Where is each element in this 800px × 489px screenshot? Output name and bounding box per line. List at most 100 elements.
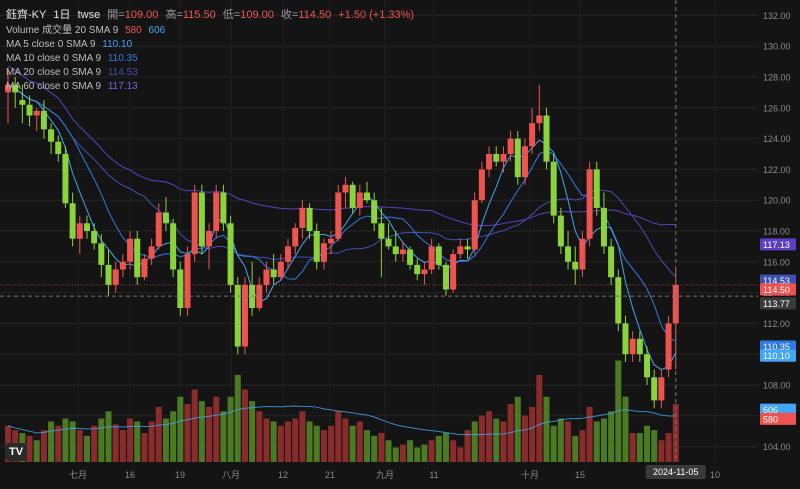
candle-body <box>263 269 270 285</box>
candle-body <box>134 238 141 278</box>
volume-bar <box>119 430 126 462</box>
volume-bar <box>241 389 248 462</box>
legend-ma10[interactable]: MA 10 close 0 SMA 9 110.35 <box>6 53 138 65</box>
tradingview-logo[interactable]: TV <box>5 443 27 461</box>
x-tick-label: 11 <box>429 470 438 480</box>
candle-body <box>292 227 299 247</box>
legend-label: MA 60 close 0 SMA 9 <box>6 81 102 92</box>
volume-bar <box>521 415 528 462</box>
price-axis[interactable]: 104.00106.00108.00110.00112.00114.00116.… <box>760 11 796 452</box>
volume-bar <box>170 411 177 462</box>
x-tick-label: 九月 <box>376 470 394 480</box>
volume-bar <box>177 396 184 462</box>
price-tag <box>760 349 796 362</box>
volume-bar <box>69 421 76 462</box>
volume-bar <box>91 425 98 462</box>
candle-body <box>270 269 277 278</box>
candle-body <box>450 254 457 290</box>
candle-body <box>529 123 536 147</box>
candle-body <box>98 243 105 265</box>
legend-label: Volume 成交量 20 SMA 9 <box>6 25 119 36</box>
volume-bar <box>371 435 378 462</box>
high-label: 高= <box>165 9 183 21</box>
volume-bar <box>636 433 643 462</box>
volume-bar <box>421 444 428 462</box>
volume-bar <box>658 440 665 462</box>
candle-body <box>313 231 320 262</box>
y-tick-label: 126.00 <box>763 103 791 113</box>
candle-body <box>644 354 651 378</box>
volume-bar <box>385 440 392 462</box>
volume-bar <box>335 411 342 462</box>
candle-body <box>371 200 378 224</box>
volume-bar <box>213 396 220 462</box>
exchange-label: twse <box>77 9 101 21</box>
candle-body <box>579 238 586 270</box>
volume-bar <box>285 421 292 462</box>
legend-ma5[interactable]: MA 5 close 0 SMA 9 110.10 <box>6 39 132 51</box>
legend-volume[interactable]: Volume 成交量 20 SMA 9 580 606 <box>6 25 165 37</box>
candle-body <box>478 169 485 201</box>
time-axis[interactable]: 七月 16 19 八月 12 21 九月 11 十月 15 10 2024-11-05 <box>69 465 720 480</box>
volume-bar <box>514 396 521 462</box>
volume-bar <box>435 435 442 462</box>
legend-value: 606 <box>148 25 166 36</box>
volume-bar <box>105 411 112 462</box>
candle-body <box>543 115 550 162</box>
volume-bar <box>579 430 586 462</box>
candle-body <box>198 192 205 247</box>
candle-body <box>227 223 234 285</box>
candle-body <box>615 277 622 324</box>
volume-bar <box>364 430 370 462</box>
candle-body <box>33 110 40 116</box>
y-tick-label: 122.00 <box>763 165 791 175</box>
volume-bar <box>263 418 270 462</box>
x-tick-label: 16 <box>125 470 135 480</box>
volume-bar <box>450 440 457 462</box>
y-tick-label: 124.00 <box>763 134 791 144</box>
candle-body <box>83 223 90 231</box>
candle-body <box>148 246 155 259</box>
volume-bar <box>407 440 414 462</box>
candle-body <box>364 192 370 201</box>
volume-bar <box>234 375 241 462</box>
candle-body <box>665 323 672 370</box>
volume-bar <box>629 433 636 462</box>
candle-body <box>220 192 227 224</box>
price-tag <box>760 412 796 425</box>
symbol-name[interactable]: 鈺齊-KY <box>6 9 47 21</box>
y-tick-label: 118.00 <box>763 227 790 237</box>
volume-bar <box>83 435 90 462</box>
y-tick-label: 104.00 <box>763 442 791 452</box>
candle-body <box>356 192 363 208</box>
price-tag-label: 114.53 <box>763 276 790 286</box>
volume-bar <box>277 425 284 462</box>
volume-bar <box>98 418 105 462</box>
candle-body <box>127 238 134 262</box>
volume-bar <box>162 418 169 462</box>
candle-body <box>12 84 19 93</box>
volume-bar <box>622 396 629 462</box>
low-label: 低= <box>222 9 241 21</box>
candle-body <box>141 258 148 278</box>
candle-body <box>184 254 191 308</box>
candle-body <box>335 192 342 239</box>
ma60-line <box>7 65 676 227</box>
candle-body <box>285 246 292 262</box>
volume-bar <box>665 433 672 462</box>
volume-bar <box>299 411 306 462</box>
volume-bar <box>550 425 557 462</box>
legend-ma60[interactable]: MA 60 close 0 SMA 9 117.13 <box>6 81 138 93</box>
candle-body <box>299 207 306 228</box>
candle-body <box>76 223 83 239</box>
symbol-header: 鈺齊-KY 1日 twse 開=109.00 高=115.50 低=109.00… <box>6 6 418 22</box>
interval-label[interactable]: 1日 <box>53 9 71 21</box>
y-tick-label: 112.00 <box>763 319 790 329</box>
volume-bar <box>55 425 62 462</box>
candle-body <box>572 261 579 270</box>
candle-body <box>306 207 313 231</box>
candle-body <box>507 138 514 154</box>
candle-body <box>435 246 442 265</box>
legend-ma20[interactable]: MA 20 close 0 SMA 9 114.53 <box>6 67 138 79</box>
